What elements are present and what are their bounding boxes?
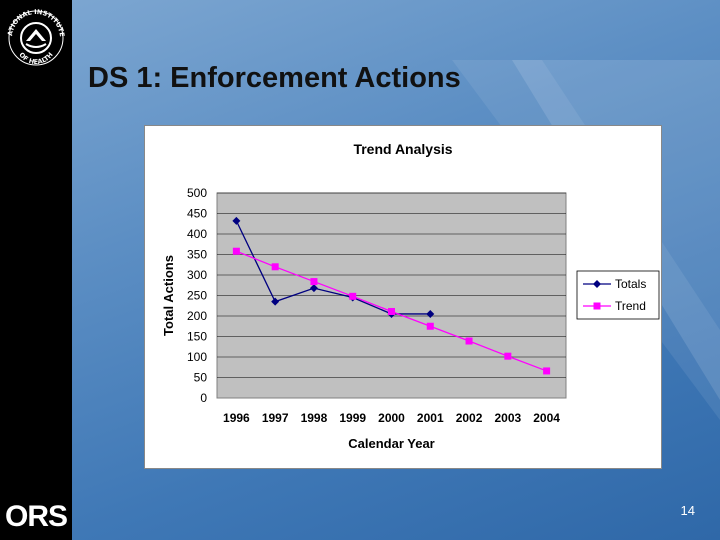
data-point-trend	[543, 367, 551, 375]
x-tick-label: 2003	[494, 411, 521, 425]
svg-text:OF HEALTH: OF HEALTH	[17, 51, 54, 66]
x-tick-label: 2000	[378, 411, 405, 425]
sidebar: NATIONAL INSTITUTES OF HEALTH ORS	[0, 0, 72, 540]
y-tick-label: 50	[194, 371, 208, 385]
data-point-trend	[271, 263, 279, 271]
data-point-trend	[504, 352, 512, 360]
x-tick-label: 1998	[301, 411, 328, 425]
nih-seal-logo: NATIONAL INSTITUTES OF HEALTH	[4, 4, 66, 66]
y-tick-label: 350	[187, 248, 207, 262]
x-axis-label: Calendar Year	[348, 436, 434, 451]
data-point-trend	[426, 322, 434, 330]
data-point-totals	[271, 297, 280, 306]
data-point-totals	[309, 284, 318, 293]
y-tick-label: 300	[187, 268, 207, 282]
data-point-trend	[232, 247, 240, 255]
chart-frame: Trend Analysis 0 50 100 150 200 250 300 350 400 45…	[144, 125, 662, 469]
y-tick-label: 150	[187, 330, 207, 344]
slide-title: DS 1: Enforcement Actions	[88, 62, 461, 94]
data-point-totals	[232, 216, 241, 225]
y-tick-label: 450	[187, 207, 207, 221]
legend-box	[576, 270, 660, 320]
data-point-trend	[388, 307, 395, 315]
y-tick-label: 0	[200, 391, 207, 405]
data-point-trend	[349, 292, 357, 300]
x-tick-label: 2004	[533, 411, 560, 425]
y-tick-label: 200	[187, 309, 207, 323]
x-tick-label: 2002	[456, 411, 483, 425]
x-tick-label: 2001	[417, 411, 444, 425]
page-number: 14	[680, 503, 695, 518]
y-tick-label: 400	[187, 227, 207, 241]
legend-label-trend: Trend	[615, 299, 646, 313]
data-point-trend	[465, 337, 473, 345]
legend-marker-totals	[593, 280, 601, 288]
y-tick-label: 250	[187, 289, 207, 303]
data-point-trend	[310, 278, 318, 286]
x-tick-label: 1996	[223, 411, 250, 425]
chart-title: Trend Analysis	[353, 141, 452, 157]
y-tick-label: 500	[187, 186, 207, 200]
y-axis-label: Total Actions	[161, 255, 176, 336]
legend-label-totals: Totals	[615, 277, 646, 291]
legend-marker-trend	[593, 302, 601, 310]
trend-analysis-chart: Trend Analysis 0 50 100 150 200 250 300 350 400 45…	[161, 141, 660, 451]
data-point-totals	[426, 309, 435, 318]
ors-logo: ORS	[4, 500, 68, 533]
x-tick-label: 1999	[339, 411, 366, 425]
x-tick-label: 1997	[262, 411, 289, 425]
y-tick-label: 100	[187, 350, 207, 364]
